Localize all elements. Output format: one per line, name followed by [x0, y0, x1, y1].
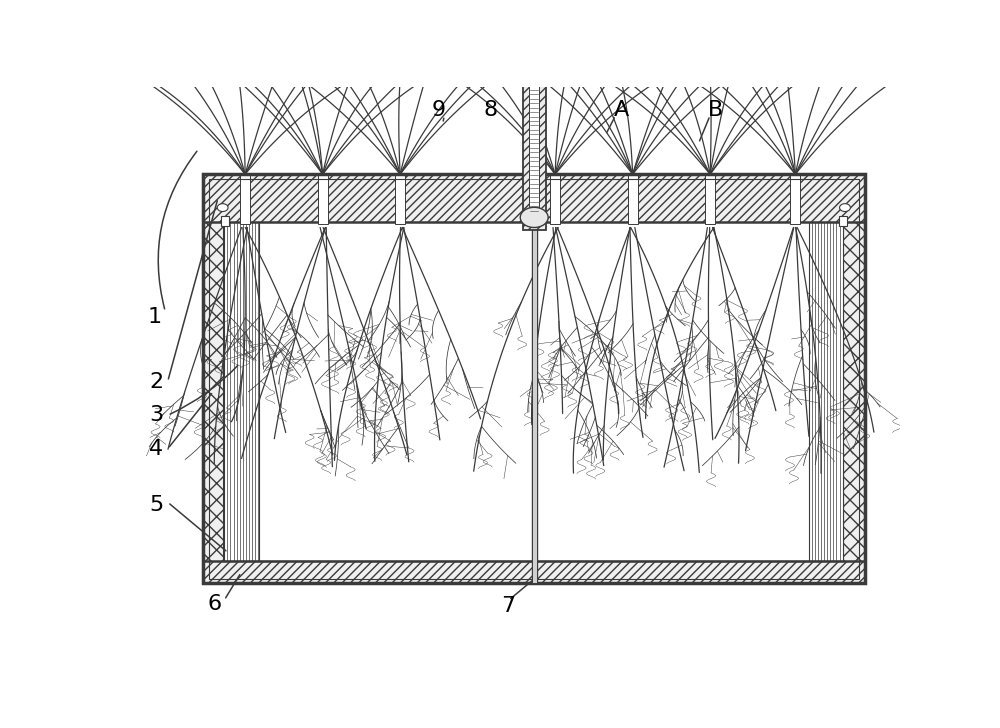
Bar — [202, 174, 224, 583]
Bar — [209, 179, 859, 579]
Bar — [532, 218, 537, 583]
Text: 3: 3 — [149, 405, 163, 425]
Bar — [318, 173, 328, 223]
Bar — [628, 173, 638, 223]
Bar — [790, 173, 800, 223]
Bar — [224, 222, 259, 561]
Bar — [221, 216, 229, 226]
Bar — [202, 174, 865, 583]
Ellipse shape — [523, 36, 546, 44]
Text: 5: 5 — [149, 495, 163, 515]
Circle shape — [525, 208, 544, 222]
Bar — [843, 174, 865, 583]
Text: 7: 7 — [502, 596, 516, 616]
Bar — [532, 174, 537, 583]
Bar — [395, 173, 405, 223]
Text: 8: 8 — [484, 100, 498, 120]
Bar — [202, 174, 865, 222]
Bar — [523, 40, 546, 230]
Bar — [530, 53, 538, 58]
Text: 2: 2 — [149, 372, 163, 392]
Bar — [202, 561, 865, 583]
Bar — [523, 40, 545, 52]
Bar — [809, 222, 843, 561]
Text: 1: 1 — [147, 307, 162, 327]
Circle shape — [840, 204, 850, 212]
Circle shape — [520, 207, 548, 227]
Text: 9: 9 — [432, 100, 446, 120]
Bar — [705, 173, 715, 223]
Bar — [240, 173, 250, 223]
Text: B: B — [708, 100, 723, 120]
Text: A: A — [613, 100, 629, 120]
Bar — [529, 52, 539, 216]
Bar — [839, 216, 847, 226]
Circle shape — [217, 204, 228, 212]
Text: 4: 4 — [149, 439, 163, 459]
Text: 6: 6 — [207, 594, 221, 614]
Bar — [550, 173, 560, 223]
